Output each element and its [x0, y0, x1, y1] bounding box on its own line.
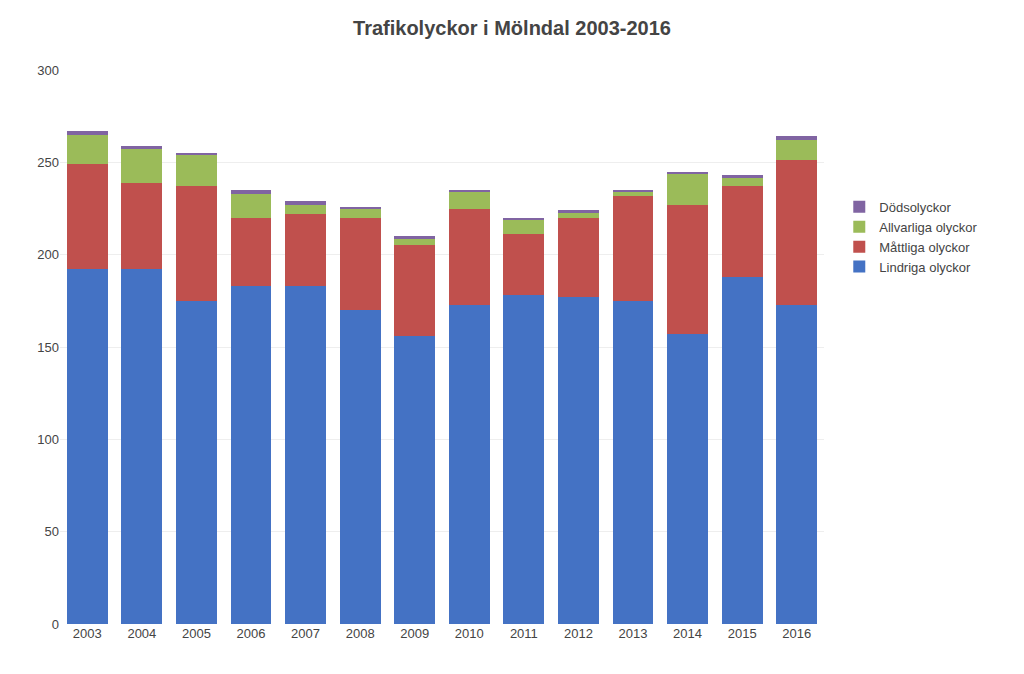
svg-text:2007: 2007 [291, 626, 320, 641]
svg-text:2012: 2012 [564, 626, 593, 641]
svg-text:2013: 2013 [619, 626, 648, 641]
svg-text:2010: 2010 [455, 626, 484, 641]
svg-text:2016: 2016 [782, 626, 811, 641]
svg-text:2008: 2008 [346, 626, 375, 641]
svg-text:300: 300 [37, 63, 59, 78]
svg-text:2006: 2006 [237, 626, 266, 641]
svg-text:2015: 2015 [728, 626, 757, 641]
svg-text:150: 150 [37, 340, 59, 355]
svg-text:Lindriga olyckor: Lindriga olyckor [879, 260, 971, 275]
svg-text:Dödsolyckor: Dödsolyckor [879, 200, 951, 215]
svg-text:Allvarliga olyckor: Allvarliga olyckor [879, 220, 977, 235]
svg-text:Trafikolyckor i Mölndal 2003-2: Trafikolyckor i Mölndal 2003-2016 [353, 17, 671, 39]
svg-text:Måttliga olyckor: Måttliga olyckor [879, 240, 970, 255]
svg-text:2009: 2009 [400, 626, 429, 641]
svg-text:2014: 2014 [673, 626, 702, 641]
svg-text:200: 200 [37, 247, 59, 262]
svg-text:250: 250 [37, 155, 59, 170]
svg-text:0: 0 [52, 617, 59, 632]
svg-text:2003: 2003 [73, 626, 102, 641]
svg-text:2004: 2004 [127, 626, 156, 641]
svg-text:2011: 2011 [510, 626, 538, 641]
svg-text:2005: 2005 [182, 626, 211, 641]
svg-text:50: 50 [45, 524, 59, 539]
svg-text:100: 100 [37, 432, 59, 447]
